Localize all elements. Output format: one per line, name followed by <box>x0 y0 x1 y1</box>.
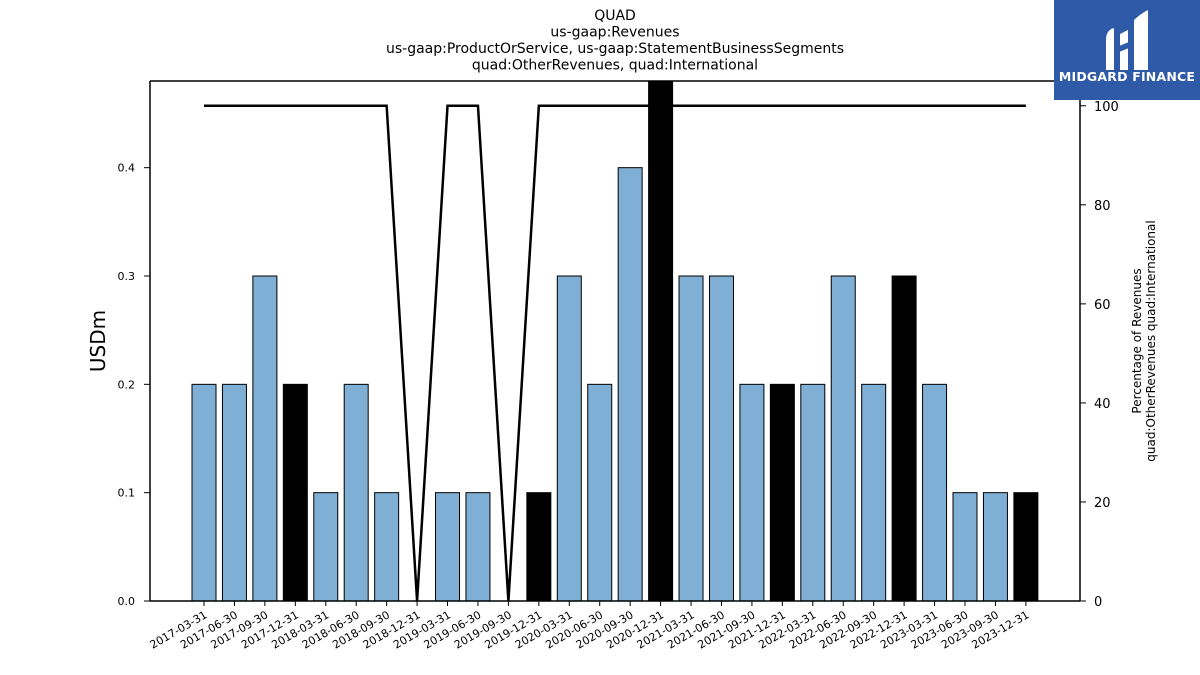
bar <box>982 492 1008 602</box>
bar <box>191 383 217 602</box>
bar <box>252 275 278 602</box>
bar <box>830 275 856 602</box>
bar <box>769 383 795 602</box>
bar <box>891 275 917 602</box>
midgard-finance-logo: MIDGARD FINANCE <box>1054 0 1200 100</box>
bar <box>800 383 826 602</box>
bar <box>556 275 582 602</box>
bar <box>343 383 369 602</box>
title-line: QUAD <box>594 8 636 24</box>
y-tick-label: 0.4 <box>118 162 136 175</box>
bar <box>526 492 552 602</box>
bar <box>739 383 765 602</box>
bar <box>1013 492 1039 602</box>
bar <box>617 167 643 602</box>
y2-tick-label: 100 <box>1094 100 1119 115</box>
bar <box>374 492 400 602</box>
y2-axis-ticks: 0 20 40 60 80 100 <box>1080 100 1119 610</box>
y2-tick-label: 40 <box>1094 397 1111 412</box>
bar <box>221 383 247 602</box>
bar <box>282 383 308 602</box>
logo-mark-icon <box>1106 10 1148 70</box>
x-axis-ticks: 2017-03-312017-06-302017-09-302017-12-31… <box>148 601 1031 652</box>
line-series <box>204 104 1026 602</box>
bar <box>708 275 734 602</box>
percentage-line <box>204 104 1026 602</box>
bar <box>313 492 339 602</box>
bar <box>587 383 613 602</box>
bar <box>861 383 887 602</box>
logo-text: MIDGARD FINANCE <box>1058 69 1196 84</box>
bar <box>648 80 674 602</box>
y2-label-line: quad:OtherRevenues quad:International <box>1144 220 1158 461</box>
chart-title: QUADus-gaap:Revenuesus-gaap:ProductOrSer… <box>386 8 844 74</box>
y2-tick-label: 0 <box>1094 595 1102 610</box>
bar <box>922 383 948 602</box>
y-tick-label: 0.2 <box>118 378 136 391</box>
bar <box>465 492 491 602</box>
y-axis-label: USDm <box>86 310 110 372</box>
title-line: quad:OtherRevenues, quad:International <box>472 58 758 74</box>
bars <box>191 80 1039 602</box>
bar <box>435 492 461 602</box>
y2-label-line: Percentage of Revenues <box>1130 268 1144 413</box>
title-line: us-gaap:Revenues <box>550 25 679 41</box>
y-tick-label: 0.0 <box>118 595 136 608</box>
bar <box>952 492 978 602</box>
y2-axis-label: Percentage of Revenues quad:OtherRevenues… <box>1130 220 1158 461</box>
y2-tick-label: 60 <box>1094 298 1111 313</box>
bar <box>678 275 704 602</box>
y2-tick-label: 80 <box>1094 199 1111 214</box>
y-tick-label: 0.1 <box>118 487 136 500</box>
y2-tick-label: 20 <box>1094 496 1111 511</box>
y-tick-label: 0.3 <box>118 270 136 283</box>
y-axis-ticks: 0.0 0.1 0.2 0.3 0.4 <box>118 162 150 608</box>
title-line: us-gaap:ProductOrService, us-gaap:Statem… <box>386 41 844 57</box>
